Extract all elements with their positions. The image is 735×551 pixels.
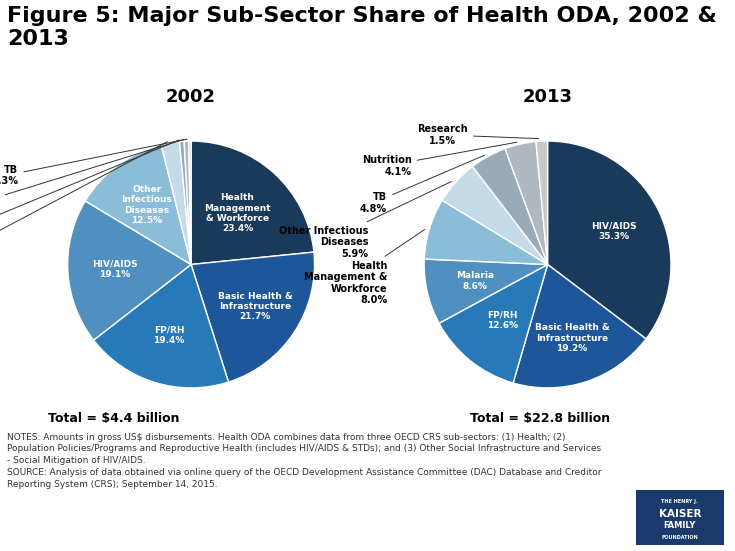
Wedge shape — [536, 141, 548, 264]
Text: Malaria
8.6%: Malaria 8.6% — [456, 272, 495, 291]
Text: THE HENRY J.: THE HENRY J. — [662, 499, 698, 504]
Text: Total = $4.4 billion: Total = $4.4 billion — [49, 412, 179, 424]
Wedge shape — [424, 201, 548, 264]
Text: TB
0.3%: TB 0.3% — [0, 139, 187, 186]
Text: Health
Management
& Workforce
23.4%: Health Management & Workforce 23.4% — [204, 193, 270, 233]
Wedge shape — [93, 264, 229, 388]
Text: NOTES: Amounts in gross US$ disbursements. Health ODA combines data from three O: NOTES: Amounts in gross US$ disbursement… — [7, 433, 602, 489]
Text: FOUNDATION: FOUNDATION — [662, 535, 698, 541]
Text: Figure 5: Major Sub-Sector Share of Health ODA, 2002 &
2013: Figure 5: Major Sub-Sector Share of Heal… — [7, 6, 717, 48]
Text: Other Infectious
Diseases
5.9%: Other Infectious Diseases 5.9% — [279, 181, 451, 259]
Text: HIV/AIDS
35.3%: HIV/AIDS 35.3% — [591, 222, 637, 241]
Text: HIV/AIDS
19.1%: HIV/AIDS 19.1% — [92, 260, 137, 279]
Wedge shape — [505, 142, 548, 264]
Text: Total = $22.8 billion: Total = $22.8 billion — [470, 412, 610, 424]
Text: Research
0.6%: Research 0.6% — [0, 140, 179, 241]
Wedge shape — [189, 141, 191, 264]
Text: Malaria
0.6%: Malaria 0.6% — [0, 139, 184, 214]
Wedge shape — [424, 259, 548, 323]
Wedge shape — [513, 264, 646, 388]
Text: TB
4.8%: TB 4.8% — [360, 155, 484, 214]
Wedge shape — [179, 141, 191, 264]
Text: Other
Infectious
Diseases
12.5%: Other Infectious Diseases 12.5% — [121, 185, 173, 225]
Text: Health
Management &
Workforce
8.0%: Health Management & Workforce 8.0% — [304, 229, 425, 305]
Wedge shape — [439, 264, 548, 383]
Wedge shape — [68, 201, 191, 340]
Text: FP/RH
12.6%: FP/RH 12.6% — [487, 311, 518, 330]
Title: 2013: 2013 — [523, 88, 573, 106]
Text: Basic Health &
Infrastructure
21.7%: Basic Health & Infrastructure 21.7% — [218, 291, 293, 321]
Text: Research
1.5%: Research 1.5% — [417, 124, 539, 145]
Wedge shape — [161, 142, 191, 264]
Wedge shape — [473, 149, 548, 264]
Text: FAMILY: FAMILY — [664, 521, 696, 530]
Text: FP/RH
19.4%: FP/RH 19.4% — [154, 326, 184, 345]
Wedge shape — [548, 141, 671, 339]
Text: KAISER: KAISER — [659, 509, 701, 518]
Wedge shape — [191, 141, 314, 264]
Text: Nutrition
4.1%: Nutrition 4.1% — [362, 142, 517, 176]
Wedge shape — [85, 145, 191, 264]
Title: 2002: 2002 — [166, 88, 216, 106]
Text: Nutrition
2.4%: Nutrition 2.4% — [0, 142, 168, 266]
Text: Basic Health &
Infrastructure
19.2%: Basic Health & Infrastructure 19.2% — [534, 323, 609, 353]
Wedge shape — [191, 252, 315, 382]
Wedge shape — [184, 141, 191, 264]
Wedge shape — [442, 166, 548, 264]
